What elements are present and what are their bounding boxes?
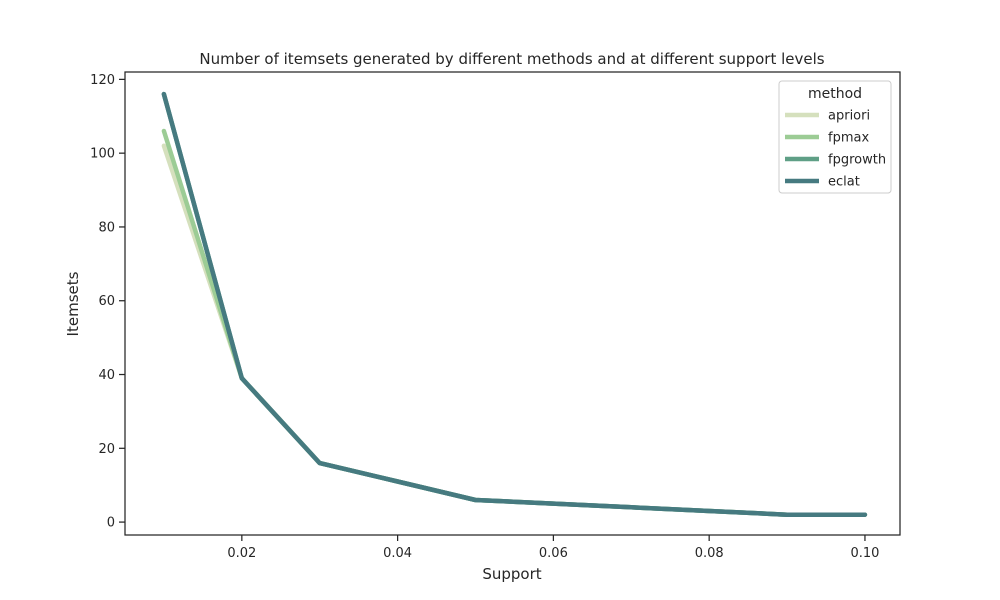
plot-frame <box>124 71 901 536</box>
legend-label-eclat: eclat <box>828 175 860 190</box>
y-tick-label: 80 <box>98 220 115 235</box>
y-tick-label: 0 <box>107 516 115 531</box>
series-layer <box>161 91 868 517</box>
chart-title: Number of itemsets generated by differen… <box>199 50 824 68</box>
x-tick-label: 0.04 <box>383 546 412 561</box>
y-tick-label: 60 <box>98 294 115 309</box>
legend-label-fpgrowth: fpgrowth <box>828 153 886 168</box>
y-axis: 0 20 40 60 80 100 120 <box>90 73 125 531</box>
x-axis: 0.02 0.04 0.06 0.08 0.10 <box>227 535 879 561</box>
legend: method apriori fpmax fpgrowth eclat <box>778 80 892 194</box>
y-tick-label: 40 <box>98 368 115 383</box>
x-tick-label: 0.08 <box>695 546 724 561</box>
legend-label-fpmax: fpmax <box>828 131 869 146</box>
x-tick-label: 0.10 <box>850 546 879 561</box>
legend-title: method <box>808 86 862 102</box>
y-tick-label: 100 <box>90 147 115 162</box>
legend-items: apriori fpmax fpgrowth eclat <box>785 109 886 190</box>
x-axis-label: Support <box>482 565 541 583</box>
legend-box <box>778 80 892 194</box>
y-axis-label: Itemsets <box>64 271 82 336</box>
x-tick-label: 0.02 <box>227 546 256 561</box>
legend-label-apriori: apriori <box>828 109 870 124</box>
series-line-eclat <box>161 91 868 517</box>
y-tick-label: 120 <box>90 73 115 88</box>
x-tick-label: 0.06 <box>539 546 568 561</box>
y-tick-label: 20 <box>98 442 115 457</box>
